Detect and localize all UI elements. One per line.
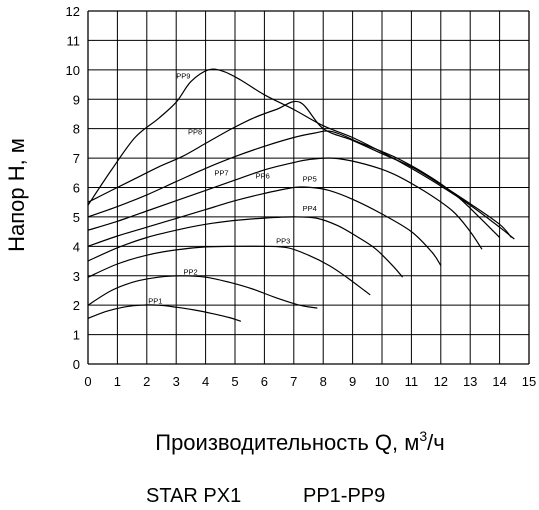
x-axis-title-main: Производительность Q, м xyxy=(155,430,419,455)
x-tick-label: 2 xyxy=(143,374,150,389)
curve-label-pp7: PP7 xyxy=(214,169,228,178)
curves xyxy=(87,68,515,322)
x-tick-label: 7 xyxy=(290,374,297,389)
x-tick-label: 10 xyxy=(375,374,389,389)
curve-label-pp6: PP6 xyxy=(256,172,270,181)
curve-pp2 xyxy=(87,275,318,309)
y-tick-label: 12 xyxy=(66,4,80,19)
x-tick-label: 13 xyxy=(463,374,477,389)
x-tick-label: 0 xyxy=(84,374,91,389)
curve-pp3 xyxy=(87,245,371,296)
y-tick-label: 9 xyxy=(73,92,80,107)
y-tick-label: 2 xyxy=(73,298,80,313)
y-tick-label: 0 xyxy=(73,357,80,372)
y-tick-label: 11 xyxy=(67,33,81,48)
y-tick-label: 6 xyxy=(73,181,80,196)
curve-labels: PP1 PP2 PP3 PP4 PP5 PP6 PP7 PP8 PP9 xyxy=(148,72,317,306)
y-tick-label: 5 xyxy=(73,210,80,225)
curve-label-pp5: PP5 xyxy=(303,175,317,184)
x-tick-label: 5 xyxy=(231,374,238,389)
footer-range: PP1-PP9 xyxy=(303,485,385,507)
x-tick-label: 12 xyxy=(434,374,448,389)
curve-label-pp8: PP8 xyxy=(188,128,202,137)
y-tick-label: 8 xyxy=(73,122,80,137)
x-tick-label: 8 xyxy=(320,374,327,389)
x-axis-title: Производительность Q, м3/ч xyxy=(155,428,444,455)
x-axis-title-sup: 3 xyxy=(419,428,427,444)
x-tick-label: 15 xyxy=(522,374,536,389)
x-axis-title-tail: /ч xyxy=(427,430,445,455)
curve-pp5 xyxy=(87,186,442,266)
curve-label-pp4: PP4 xyxy=(303,204,317,213)
x-tick-label: 3 xyxy=(173,374,180,389)
curve-label-pp3: PP3 xyxy=(276,236,290,245)
curve-pp6 xyxy=(87,157,483,250)
x-tick-label: 4 xyxy=(202,374,209,389)
curve-pp1 xyxy=(87,304,242,322)
y-tick-label: 10 xyxy=(66,63,80,78)
y-axis-title: Напор Н, м xyxy=(4,138,29,252)
curve-pp9 xyxy=(87,68,515,240)
curve-label-pp9: PP9 xyxy=(176,72,190,81)
y-tick-label: 1 xyxy=(73,328,80,343)
footer-model: STAR PX1 xyxy=(146,485,241,507)
x-tick-label: 9 xyxy=(349,374,356,389)
y-tick-label: 7 xyxy=(73,151,80,166)
curve-pp4 xyxy=(87,216,404,278)
x-tick-label: 6 xyxy=(261,374,268,389)
x-tick-label: 1 xyxy=(114,374,121,389)
x-ticks: 0 1 2 3 4 5 6 7 8 9 10 11 12 13 14 15 xyxy=(84,374,536,389)
y-tick-label: 4 xyxy=(73,239,80,254)
x-tick-label: 14 xyxy=(492,374,506,389)
grid xyxy=(87,10,530,365)
curve-label-pp2: PP2 xyxy=(184,267,198,276)
x-tick-label: 11 xyxy=(405,374,419,389)
y-tick-label: 3 xyxy=(73,269,80,284)
curve-pp8 xyxy=(87,100,512,238)
curve-label-pp1: PP1 xyxy=(148,297,162,306)
